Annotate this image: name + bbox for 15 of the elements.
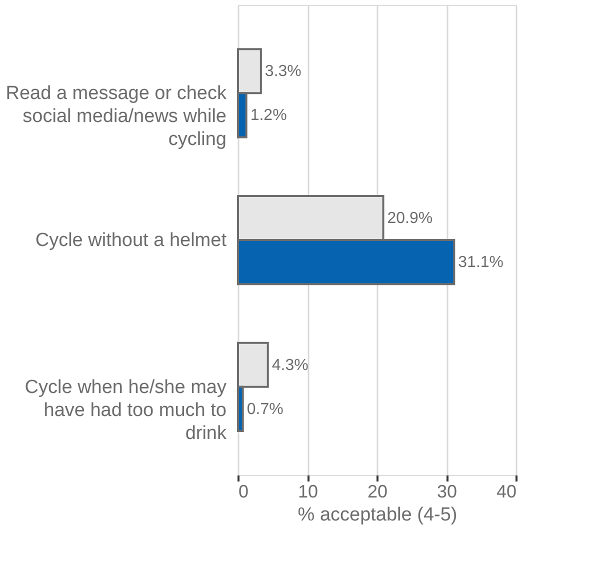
x-tick-label: 40 (496, 482, 516, 502)
data-label: 1.2% (250, 107, 287, 124)
x-tick-label: 30 (436, 482, 458, 502)
y-tick-label: Cycle when he/she may have had too much to drink (24, 376, 227, 444)
data-label: 0.7% (246, 400, 284, 418)
x-tick-label: 10 (298, 482, 318, 502)
data-label: 4.3% (272, 356, 308, 374)
x-tick-label: 20 (367, 482, 388, 502)
y-tick-label: Cycle without a helmet (35, 230, 228, 251)
x-tick-label: 0 (238, 482, 249, 502)
data-label: 31.1% (458, 254, 504, 272)
data-label: 3.3% (264, 63, 302, 80)
data-label: 20.9% (387, 210, 433, 227)
x-axis-title: % acceptable (4-5) (298, 504, 458, 526)
y-tick-label: Read a message or check social media/news while cycling (6, 83, 227, 150)
